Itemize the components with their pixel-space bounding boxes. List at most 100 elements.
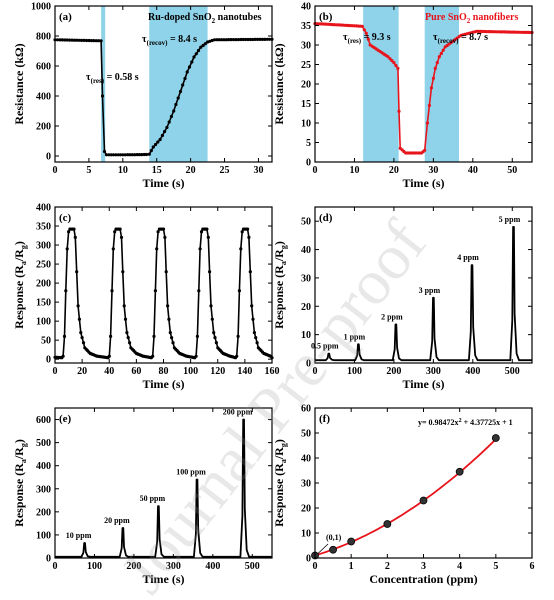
data-point [210,317,214,321]
data-point [158,137,162,142]
data-point [75,270,79,274]
data-point [366,37,370,41]
data-point [125,331,129,335]
data-point [154,142,158,147]
data-point [423,148,427,152]
annotation: τ(recov) = 8.7 s [433,32,488,45]
data-point [178,89,183,94]
fit-curve [314,438,497,557]
y-axis-label: Response (Ra/Rg) [12,241,28,329]
data-point [121,270,125,274]
data-point [170,336,174,340]
data-point [201,43,205,48]
y-tick-label: 30 [301,479,311,490]
data-point [75,38,79,42]
data-point [110,289,114,293]
data-point [87,38,91,43]
data-point [126,153,130,157]
data-point [85,38,89,43]
y-tick-label: 10 [301,119,311,130]
data-point [149,149,153,153]
data-point [236,334,240,338]
data-point [251,317,255,321]
data-point [347,537,356,546]
data-point [167,120,171,124]
data-point [109,334,113,338]
y-tick-label: 20 [301,302,311,313]
data-point [239,247,243,251]
data-point [153,289,157,293]
data-point [118,227,122,231]
data-point [65,247,69,251]
x-axis-label: Time (s) [142,377,184,391]
data-point [390,59,394,63]
data-point [439,51,443,56]
y-axis-label: Response (Ra/Rg) [272,439,288,527]
data-point [240,230,244,234]
data-point [203,42,207,46]
data-point [151,145,155,149]
data-point [187,65,192,69]
panel-label: (f) [319,413,330,425]
panel-e: 0 100 200 300 400 500 0 100 200 300 400 500 600 Time … [12,407,273,586]
panel-label: (a) [59,11,72,23]
x-axis-label: Concentration (ppm) [369,572,477,586]
y-axis-label: Resistance (kΩ) [12,43,26,124]
data-point [208,270,212,274]
gas-band [149,6,208,162]
data-point [80,336,84,340]
data-point [155,247,159,251]
data-point [183,76,187,81]
y-tick-label: 600 [36,415,51,426]
panel-a: 0 5 10 15 20 25 30 0 200 400 600 800 1000 Time (s) Res… [12,2,274,190]
data-point [169,114,173,119]
x-tick-label: 50 [507,165,517,176]
data-point [102,149,107,154]
data-point [97,39,101,43]
data-point [126,336,130,340]
data-point [190,60,194,64]
data-point [198,247,202,251]
data-point [144,152,149,157]
y-tick-label: 10 [301,529,311,540]
x-tick-label: 0 [313,165,318,176]
y-tick-label: 350 [36,222,51,233]
data-point [185,70,189,74]
y-tick-label: 400 [36,461,51,472]
data-point [55,38,60,42]
data-point [441,48,445,52]
y-tick-label: 10 [301,330,311,341]
x-tick-label: 300 [426,366,441,377]
x-tick-label: 0 [53,366,58,377]
data-point [174,102,178,107]
data-point [360,24,364,28]
x-tick-label: 5 [86,165,91,176]
data-point [427,103,431,108]
y-tick-label: 20 [301,80,311,91]
plot-frame [314,5,533,163]
data-point [437,55,441,59]
y-axis-label: Response (Ra/Rg) [272,241,288,329]
gas-band [363,6,399,162]
data-point [425,121,429,125]
data-point [394,63,398,68]
data-point [491,434,500,442]
y-tick-label: 100 [36,317,51,328]
data-point [362,28,366,32]
data-point [77,38,81,42]
data-point [209,304,213,308]
peak-label: 20 ppm [104,516,130,525]
x-axis-label: Time (s) [402,176,444,190]
x-tick-label: 2 [385,561,390,572]
data-point [107,354,111,358]
x-tick-label: 100 [347,366,362,377]
data-point [116,153,120,157]
y-tick-label: 0 [46,152,51,163]
data-point [140,153,144,157]
data-point [82,38,86,43]
data-point [224,38,228,42]
data-point [137,153,141,157]
data-point [142,152,146,157]
y-axis-label: Response (Ra/Rg) [12,439,28,527]
origin-label: (0,1) [326,533,342,542]
